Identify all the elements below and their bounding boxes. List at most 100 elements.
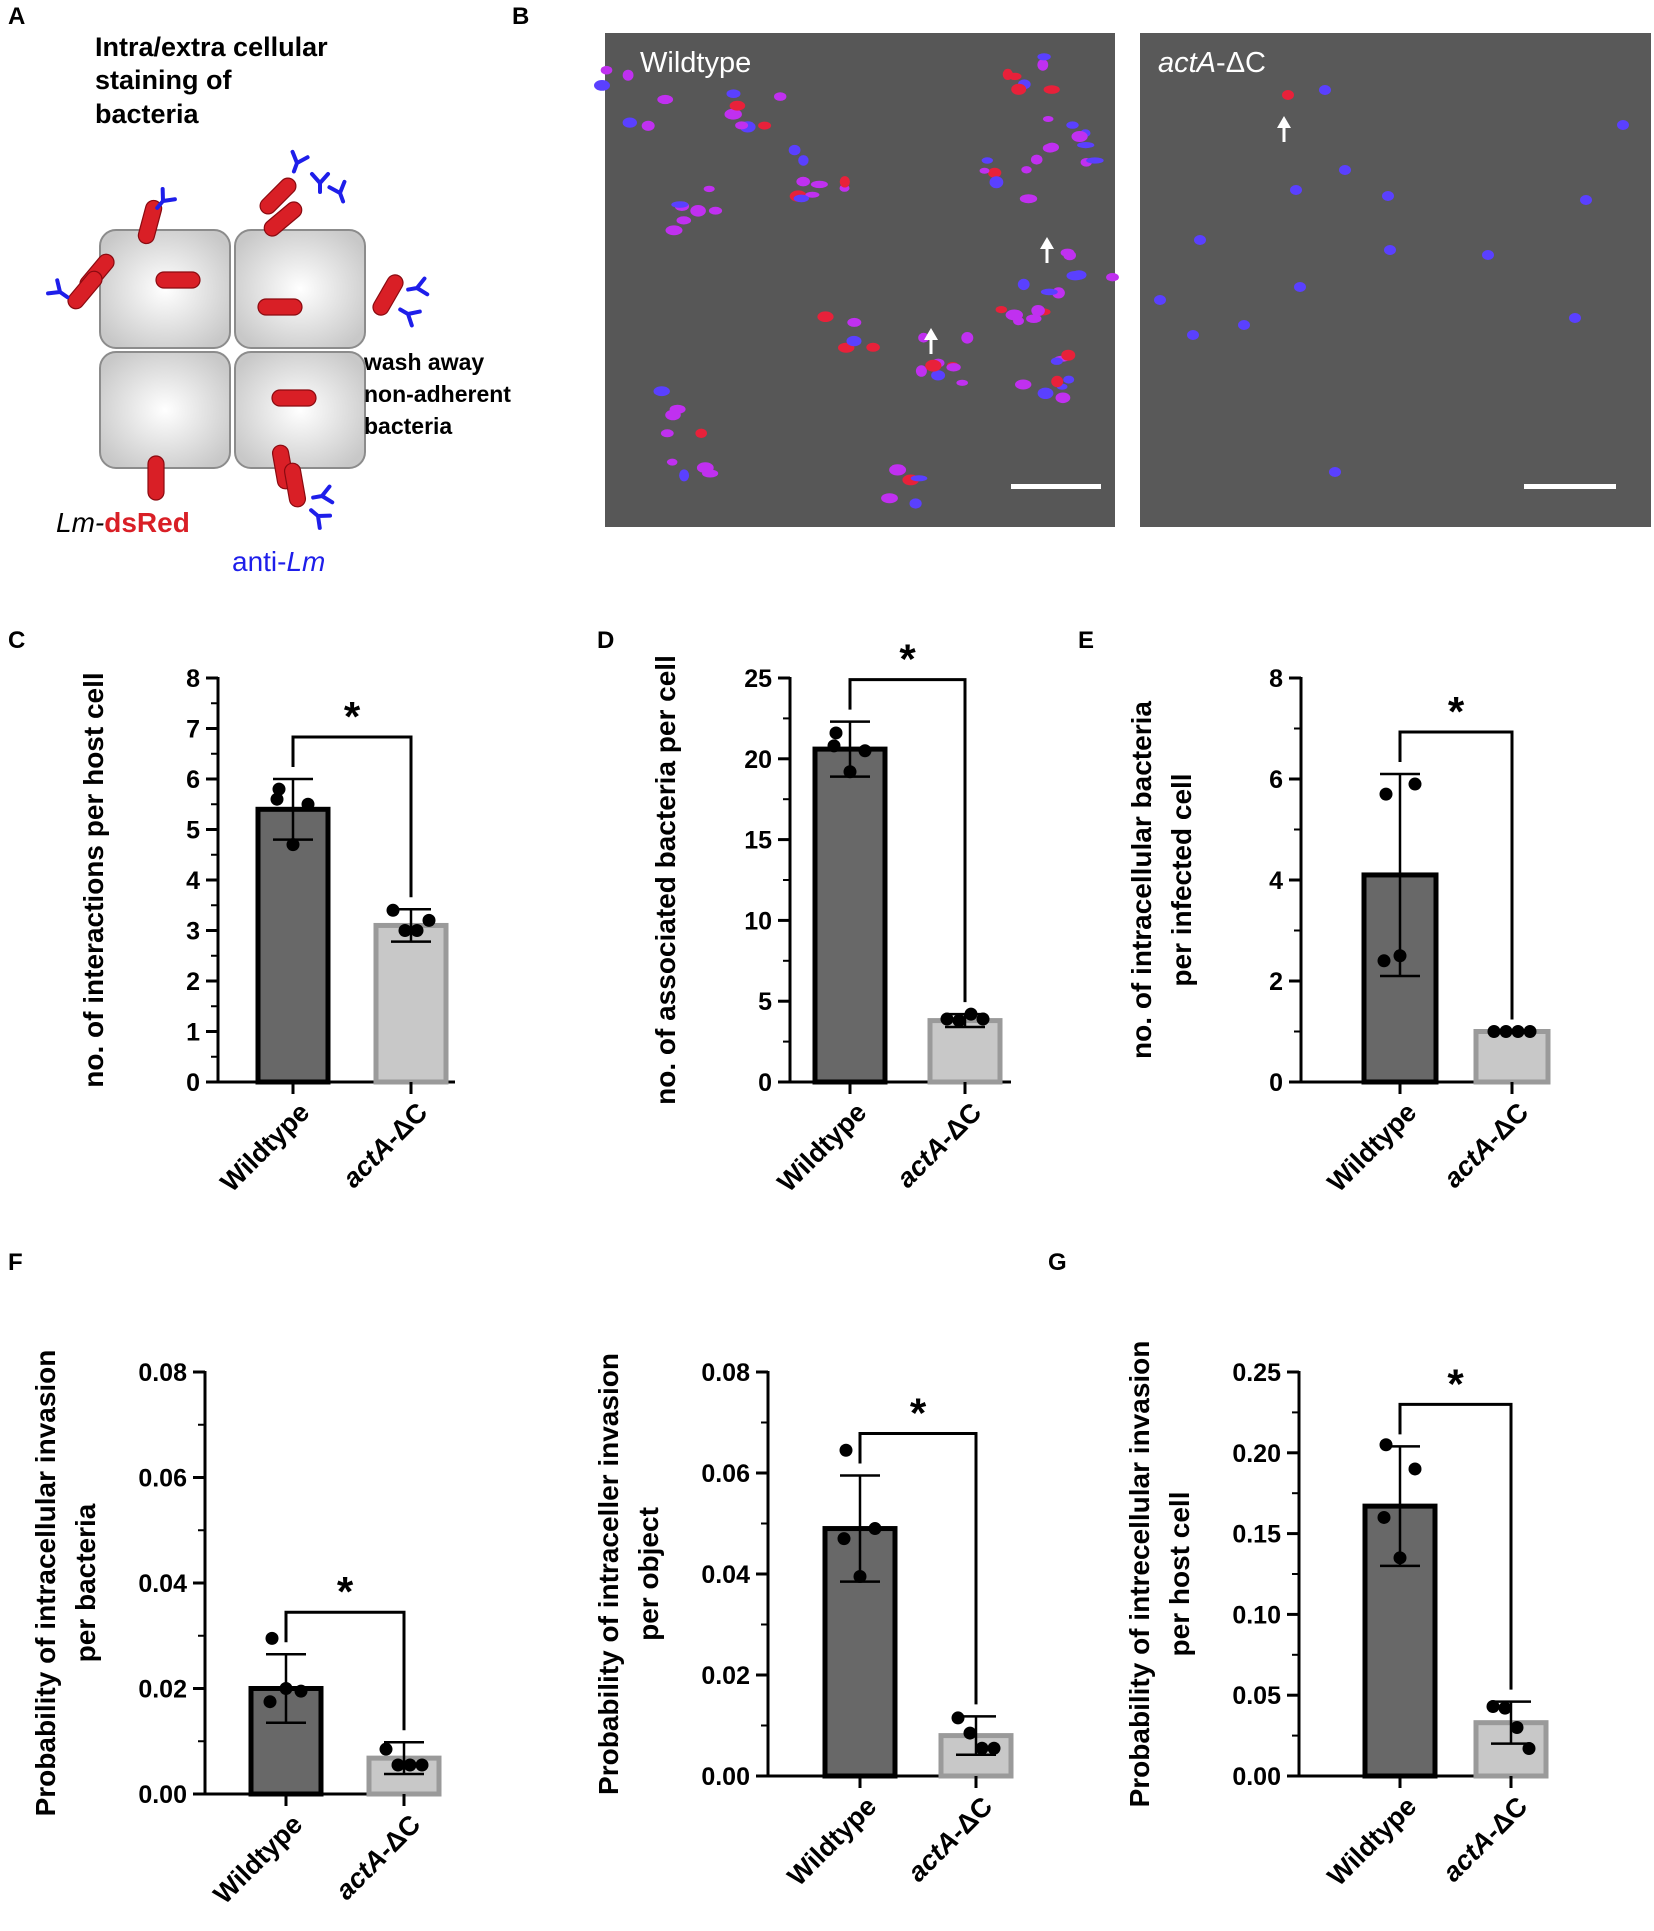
data-point (1510, 1721, 1524, 1735)
bacterium-signal (1051, 375, 1064, 388)
bacterium-signal (1019, 194, 1038, 204)
bacterium-signal (1106, 273, 1119, 282)
y-tick-label: 0.00 (701, 1763, 750, 1791)
x-tick-label: actA-ΔC (330, 1809, 426, 1905)
data-point (1408, 777, 1422, 791)
bacterium-signal (641, 120, 655, 131)
bacterium-signal (793, 194, 809, 203)
y-tick-label: 5 (186, 817, 200, 845)
significance-bracket (291, 735, 413, 898)
bacterium-signal (1050, 357, 1063, 365)
significance-bracket (848, 678, 967, 1003)
y-tick-label: 4 (186, 867, 200, 895)
y-tick-label: 0.15 (1232, 1521, 1281, 1549)
panel-label-g: G (1048, 1249, 1067, 1276)
bacterium-signal (979, 167, 990, 174)
bacterium-signal (989, 176, 1004, 189)
data-point (1487, 1025, 1501, 1038)
significance-bracket (284, 1610, 406, 1731)
bacterium-signal (1154, 295, 1166, 305)
significance-star: * (1447, 1360, 1464, 1407)
bacterium-signal (1569, 313, 1581, 323)
data-point (1511, 1025, 1525, 1038)
bacterium-signal (995, 306, 1007, 314)
host-cell-4 (234, 351, 366, 469)
bacterium-signal (1384, 245, 1396, 255)
x-tick-label: actA-ΔC (1438, 1097, 1534, 1193)
data-point (279, 1682, 293, 1695)
chart-c: 0 1 2 3 4 5 6 7 8 no. of interactions per host ce… (78, 665, 455, 1198)
x-tick-label: Wildtype (772, 1097, 873, 1198)
bacterium-signal (708, 206, 723, 215)
charts: 0 1 2 3 4 5 6 7 8 no. of interactions per host ce… (30, 636, 1551, 1910)
bacterium-signal (660, 429, 674, 438)
y-axis-label: per host cell (1164, 1492, 1195, 1657)
bacterium-signal (956, 379, 968, 386)
bacterium-signal (1580, 195, 1592, 205)
data-point (1499, 1025, 1513, 1038)
strain-label-prefix: Lm- (56, 507, 104, 538)
data-point (272, 782, 286, 796)
bacterium-signal (1290, 185, 1302, 195)
y-tick-label: 20 (744, 746, 772, 774)
data-point (1377, 1510, 1391, 1524)
data-point (976, 1012, 990, 1026)
bacterium-signal (1040, 288, 1058, 296)
antibody-icon (284, 149, 310, 177)
scale-bar (1011, 484, 1101, 489)
strain-label: Lm-dsRed (56, 507, 190, 538)
bacterium-signal (1086, 157, 1104, 164)
y-tick-label: 0.04 (138, 1570, 187, 1598)
micrograph-label-actA: actA-ΔC (1158, 47, 1266, 79)
data-point (829, 726, 843, 740)
antibody-label: anti-Lm (232, 546, 325, 577)
antibody-icon (309, 484, 335, 508)
y-axis-label: no. of intracellular bacteria (1126, 701, 1157, 1059)
panel-label-d: D (597, 627, 614, 654)
data-point (301, 797, 315, 811)
bacterium-signal (1008, 72, 1022, 81)
data-point (963, 1726, 977, 1740)
significance-bracket (1398, 1402, 1513, 1690)
data-point (270, 792, 284, 806)
panel-label-a: A (8, 3, 25, 30)
y-tick-label: 0.10 (1232, 1601, 1281, 1629)
data-point (1486, 1700, 1500, 1714)
data-point (286, 838, 300, 852)
data-point (398, 924, 412, 937)
bacterium-signal (594, 80, 610, 91)
y-axis-label: per object (633, 1507, 664, 1641)
data-point (379, 1742, 393, 1756)
panel-label-b: B (512, 3, 529, 30)
y-tick-label: 0.25 (1232, 1359, 1281, 1387)
wash-line-3: bacteria (364, 413, 452, 439)
data-point (940, 1012, 954, 1026)
bacterium-signal (961, 332, 974, 344)
y-tick-label: 2 (186, 968, 200, 996)
y-tick-label: 6 (186, 766, 200, 794)
y-axis-label: per infected cell (1166, 773, 1197, 986)
bacterium-signal (1021, 166, 1032, 174)
y-tick-label: 0.06 (138, 1465, 187, 1493)
bacterium (259, 177, 297, 215)
y-tick-label: 0 (186, 1069, 200, 1097)
bacterium-signal (1037, 387, 1054, 399)
bacterium-signal (1482, 250, 1494, 260)
y-tick-label: 0.02 (138, 1676, 187, 1704)
bacterium (67, 270, 103, 310)
bacterium-signal (1382, 191, 1394, 201)
y-axis-label: Probability of intraceller invasion (593, 1353, 624, 1795)
x-tick-label: actA-ΔC (337, 1097, 433, 1193)
bacterium-signal (805, 191, 820, 198)
bacterium-signal (690, 205, 706, 217)
antibody-label-prefix: anti- (232, 546, 286, 577)
bacterium-signal (946, 363, 961, 372)
bacterium-signal (918, 332, 929, 343)
bacterium-signal (1071, 270, 1087, 280)
x-tick-label: Wildtype (782, 1791, 883, 1892)
bar (373, 922, 449, 1085)
y-tick-label: 0 (758, 1069, 772, 1097)
chart-e: 0 2 4 6 8 no. of intracellular bacteria per in… (1126, 665, 1551, 1198)
bacterium-signal (1015, 379, 1032, 390)
x-tick-label: actA-ΔC (1437, 1791, 1533, 1887)
